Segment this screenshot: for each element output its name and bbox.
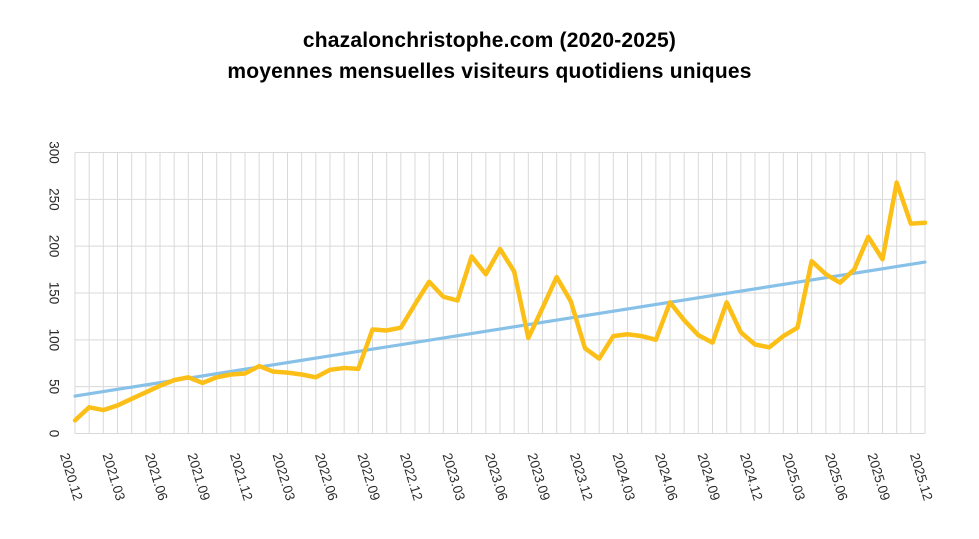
x-tick-label: 2025.06 <box>822 451 851 502</box>
x-tick-label: 2024.06 <box>652 451 681 502</box>
x-tick-label: 2025.03 <box>779 451 808 502</box>
y-tick-label: 0 <box>47 430 62 438</box>
chart-subtitle: moyennes mensuelles visiteurs quotidiens… <box>227 60 752 83</box>
chart-title: chazalonchristophe.com (2020-2025) <box>302 29 677 52</box>
x-tick-label: 2022.12 <box>397 451 426 502</box>
y-tick-label: 250 <box>47 188 62 211</box>
x-tick-label: 2021.12 <box>227 451 256 502</box>
y-tick-label: 150 <box>47 282 62 305</box>
chart-title-block: chazalonchristophe.com (2020-2025) moyen… <box>0 25 979 87</box>
x-tick-label: 2021.03 <box>99 451 128 502</box>
y-tick-label: 50 <box>47 379 62 394</box>
x-tick-label: 2023.03 <box>439 451 468 502</box>
x-tick-label: 2022.06 <box>312 451 341 502</box>
x-tick-label: 2022.03 <box>269 451 298 502</box>
x-tick-label: 2025.09 <box>864 451 893 502</box>
x-tick-label: 2021.09 <box>184 451 213 502</box>
x-tick-label: 2022.09 <box>354 451 383 502</box>
data-line <box>72 180 928 423</box>
x-tick-label: 2021.06 <box>142 451 171 502</box>
gridlines <box>74 152 926 434</box>
y-tick-label: 100 <box>47 329 62 352</box>
x-tick-label: 2024.09 <box>694 451 723 502</box>
y-tick-label: 200 <box>47 235 62 258</box>
trend-line <box>73 260 927 398</box>
x-tick-label: 2023.06 <box>482 451 511 502</box>
x-tick-label: 2023.12 <box>567 451 596 502</box>
x-tick-label: 2025.12 <box>907 451 936 502</box>
tick-labels: 0 50 100 150 200 250 300 2020.12 2021.03 2021.06 2… <box>47 141 936 502</box>
x-tick-label: 2023.09 <box>524 451 553 502</box>
x-tick-label: 2020.12 <box>57 451 86 502</box>
x-tick-label: 2024.03 <box>609 451 638 502</box>
y-tick-label: 300 <box>47 141 62 164</box>
x-tick-label: 2024.12 <box>737 451 766 502</box>
